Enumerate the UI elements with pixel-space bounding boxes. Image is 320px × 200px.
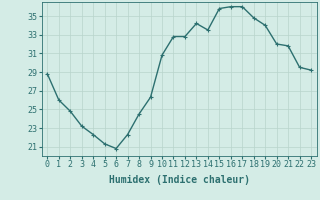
X-axis label: Humidex (Indice chaleur): Humidex (Indice chaleur) [109, 175, 250, 185]
